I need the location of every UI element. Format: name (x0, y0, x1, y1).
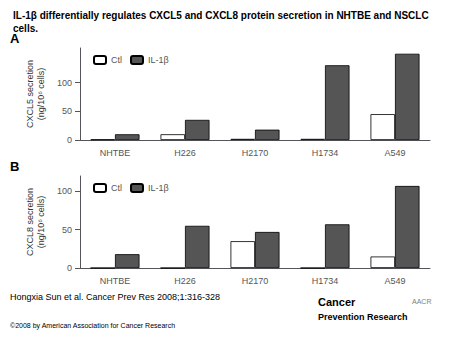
svg-text:50: 50 (62, 106, 72, 116)
svg-text:IL-1β: IL-1β (148, 55, 169, 65)
svg-text:IL-1β differentially regulates: IL-1β differentially regulates CXCL5 and… (13, 10, 431, 21)
svg-text:IL-1β: IL-1β (148, 183, 169, 193)
svg-text:Ctl: Ctl (111, 183, 122, 193)
svg-text:A: A (10, 31, 20, 46)
svg-text:©2008 by American Association: ©2008 by American Association for Cancer… (10, 322, 175, 330)
svg-text:Hongxia Sun et al. Cancer Prev: Hongxia Sun et al. Cancer Prev Res 2008;… (10, 292, 220, 302)
svg-text:H1734: H1734 (312, 148, 339, 158)
svg-text:CXCL5 secretion: CXCL5 secretion (25, 60, 35, 128)
svg-text:CXCL8 secretion: CXCL8 secretion (25, 188, 35, 256)
svg-text:H2170: H2170 (242, 148, 269, 158)
svg-text:Cancer: Cancer (318, 296, 356, 308)
svg-text:A549: A549 (384, 148, 405, 158)
svg-text:0: 0 (67, 263, 72, 273)
svg-text:100: 100 (57, 78, 72, 88)
svg-text:(ng/10⁶ cells): (ng/10⁶ cells) (36, 196, 46, 249)
svg-text:B: B (10, 159, 19, 174)
svg-text:Ctl: Ctl (111, 55, 122, 65)
svg-text:H2170: H2170 (242, 276, 269, 286)
svg-text:100: 100 (57, 186, 72, 196)
svg-text:0: 0 (67, 135, 72, 145)
svg-text:H226: H226 (174, 148, 196, 158)
svg-text:(ng/10⁶ cells): (ng/10⁶ cells) (36, 68, 46, 121)
svg-text:cells.: cells. (13, 23, 38, 34)
svg-text:50: 50 (62, 225, 72, 235)
svg-text:H226: H226 (174, 276, 196, 286)
svg-text:NHTBE: NHTBE (100, 148, 131, 158)
svg-text:Prevention Research: Prevention Research (318, 312, 408, 322)
svg-text:NHTBE: NHTBE (100, 276, 131, 286)
svg-text:A549: A549 (384, 276, 405, 286)
svg-text:AACR: AACR (412, 298, 431, 305)
svg-text:H1734: H1734 (312, 276, 339, 286)
